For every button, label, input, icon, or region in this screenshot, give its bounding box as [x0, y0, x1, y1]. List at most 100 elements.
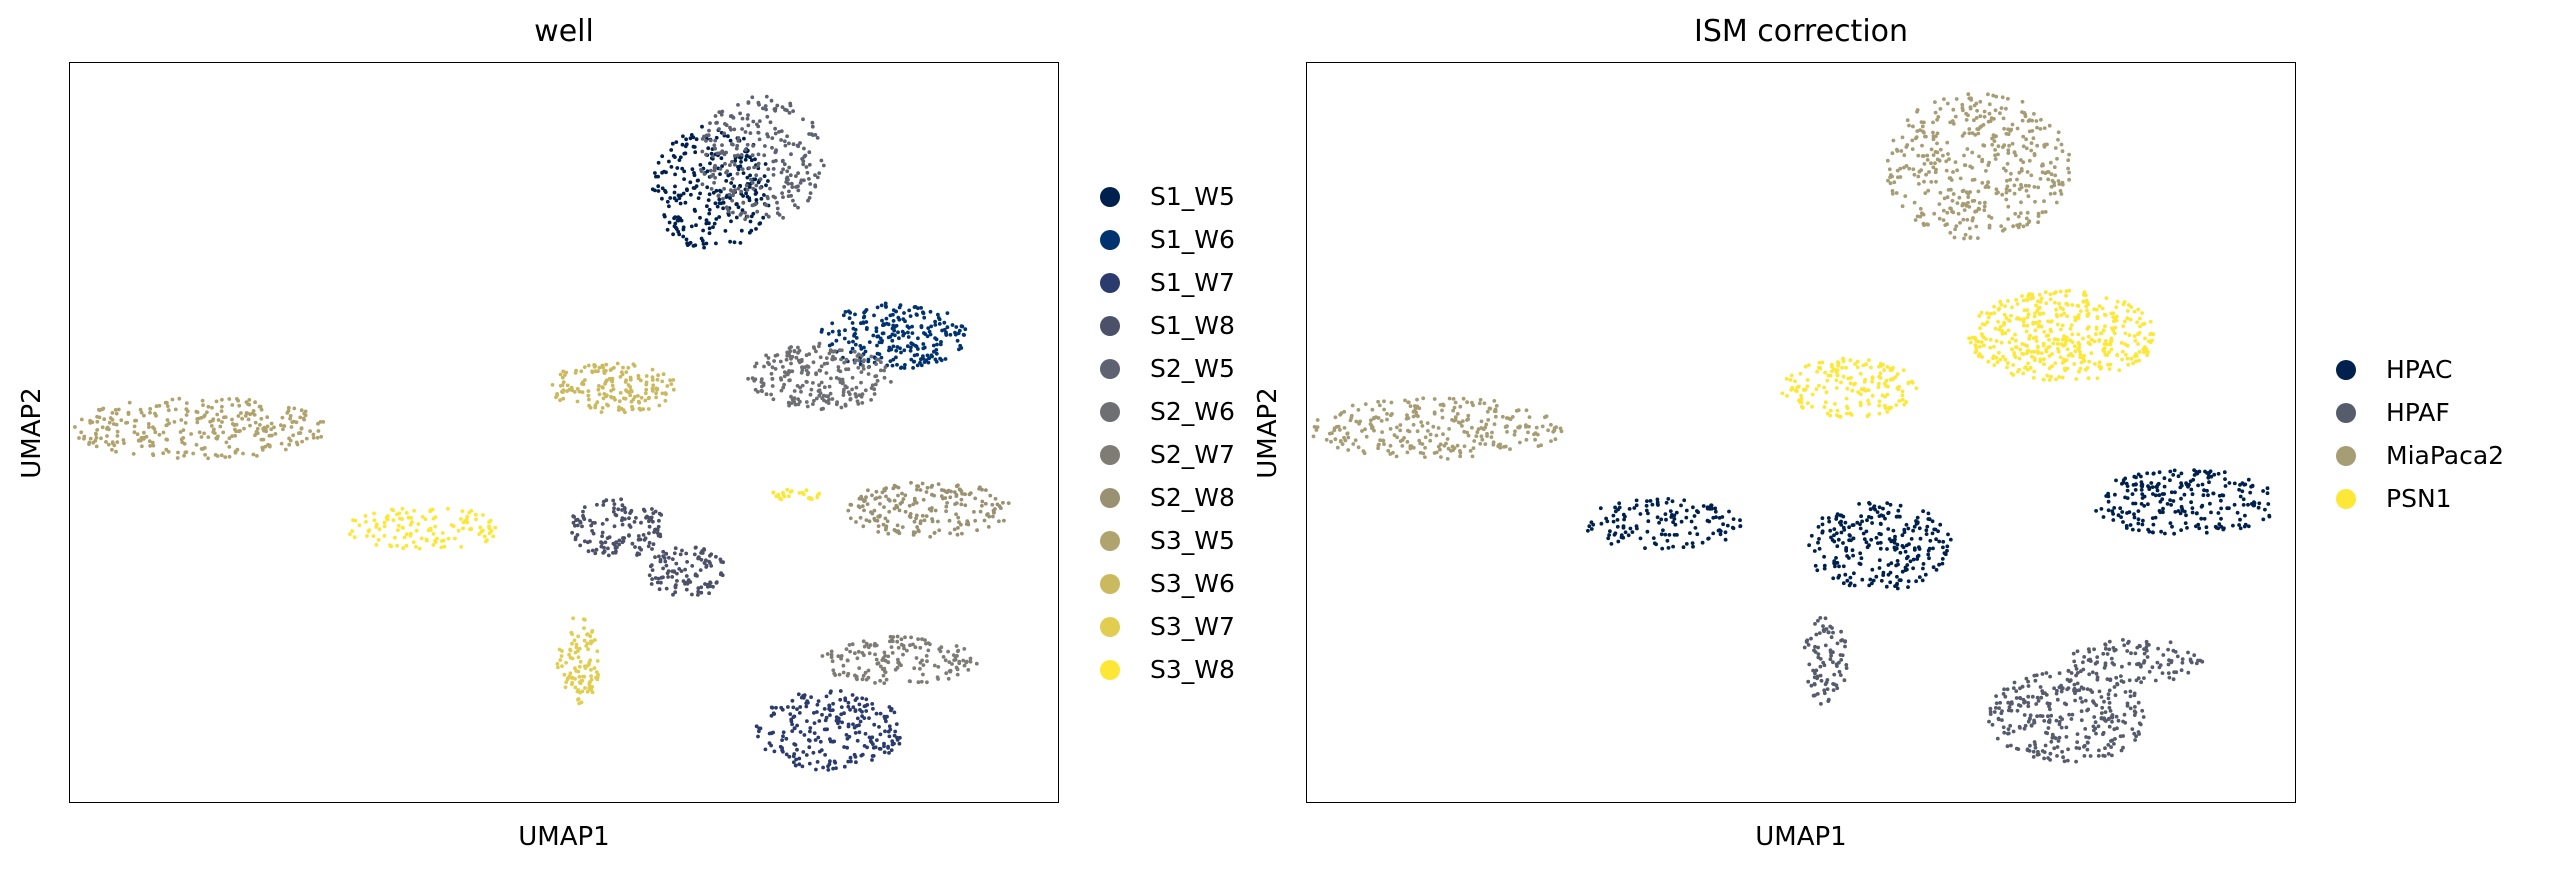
legend-item: S1_W5: [1100, 175, 1235, 218]
data-point: [1524, 425, 1528, 429]
data-point: [580, 524, 584, 529]
data-point: [914, 513, 919, 518]
data-point: [1738, 524, 1743, 528]
data-point: [743, 130, 748, 134]
data-point: [2217, 522, 2222, 527]
data-point: [1651, 536, 1656, 540]
data-point: [2060, 717, 2065, 721]
data-point: [745, 116, 750, 121]
data-point: [2076, 313, 2081, 317]
data-point: [844, 733, 849, 737]
data-point: [2142, 504, 2147, 508]
data-point: [624, 378, 628, 383]
scatter-plot-ism-correction: [1311, 92, 2272, 764]
data-point: [939, 488, 944, 492]
data-point: [1589, 527, 1594, 531]
data-point: [2107, 724, 2112, 729]
data-point: [657, 554, 661, 559]
data-point: [786, 177, 790, 182]
data-point: [2006, 731, 2011, 736]
data-point: [2006, 148, 2011, 153]
data-point: [2232, 502, 2237, 507]
data-point: [851, 705, 856, 710]
data-point: [1973, 335, 1977, 340]
data-point: [1354, 419, 1359, 424]
data-point: [751, 119, 756, 124]
data-point: [957, 487, 962, 492]
data-point: [919, 306, 923, 310]
data-point: [1807, 363, 1811, 367]
data-point: [2091, 724, 2096, 729]
data-point: [1402, 436, 1406, 440]
data-point: [880, 490, 885, 495]
data-point: [1492, 399, 1497, 403]
data-point: [588, 518, 592, 523]
data-point: [1912, 172, 1917, 177]
data-point: [1314, 428, 1319, 432]
data-point: [684, 574, 689, 578]
data-point: [1877, 411, 1882, 416]
data-point: [1917, 545, 1921, 550]
data-point: [587, 682, 592, 687]
data-point: [2076, 304, 2081, 308]
data-point: [1885, 501, 1890, 505]
data-point: [755, 122, 759, 127]
data-point: [1978, 114, 1983, 119]
series-s3-w6: [550, 361, 676, 415]
data-point: [628, 393, 633, 398]
data-point: [255, 426, 260, 431]
data-point: [839, 357, 843, 362]
data-point: [1814, 387, 1819, 392]
data-point: [914, 656, 919, 660]
data-point: [2157, 470, 2162, 475]
data-point: [353, 518, 358, 523]
data-point: [876, 334, 881, 339]
data-point: [866, 365, 871, 370]
data-point: [2040, 672, 2045, 676]
data-point: [1907, 542, 1911, 546]
legend-label: S3_W7: [1150, 612, 1235, 641]
data-point: [639, 547, 643, 552]
data-point: [2029, 141, 2034, 145]
data-point: [1996, 717, 2001, 722]
data-point: [148, 410, 152, 415]
data-point: [845, 385, 849, 390]
data-point: [784, 752, 789, 757]
data-point: [867, 735, 872, 740]
data-point: [1477, 401, 1482, 406]
data-point: [1900, 397, 1905, 402]
data-point: [1976, 189, 1981, 194]
data-point: [620, 503, 625, 508]
data-point: [1398, 423, 1403, 427]
data-point: [119, 418, 124, 423]
data-point: [721, 206, 725, 211]
data-point: [1684, 508, 1689, 513]
data-point: [2035, 695, 2040, 700]
data-point: [957, 328, 962, 333]
data-point: [698, 568, 703, 572]
data-point: [1723, 537, 1728, 542]
data-point: [2045, 701, 2050, 706]
data-point: [719, 112, 724, 117]
data-point: [2143, 336, 2147, 341]
data-point: [1971, 216, 1975, 220]
data-point: [1411, 422, 1416, 427]
data-point: [650, 375, 655, 379]
data-point: [789, 181, 794, 186]
data-point: [607, 535, 612, 540]
data-point: [862, 704, 867, 709]
data-point: [1888, 570, 1893, 575]
data-point: [1973, 133, 1978, 137]
data-point: [1953, 114, 1958, 119]
data-point: [1447, 427, 1451, 431]
data-point: [582, 365, 587, 369]
data-point: [2025, 308, 2030, 312]
data-point: [2064, 338, 2069, 343]
data-point: [882, 741, 886, 746]
data-point: [756, 734, 760, 739]
data-point: [2032, 314, 2037, 319]
data-point: [1811, 668, 1815, 673]
data-point: [1807, 662, 1812, 667]
data-point: [804, 701, 809, 705]
data-point: [1500, 414, 1505, 419]
